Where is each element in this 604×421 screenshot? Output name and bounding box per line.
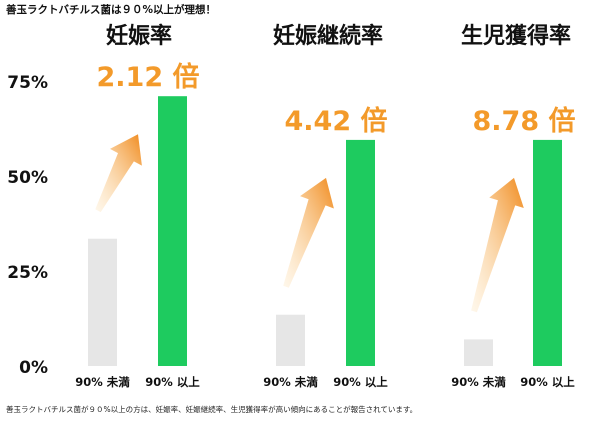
increase-arrow-icon	[283, 177, 334, 288]
ratio-label: 4.42 倍	[284, 105, 387, 137]
y-tick-label: 25%	[7, 263, 48, 283]
chart-group: 妊娠率 90% 未満 90% 以上 2.12 倍	[75, 23, 200, 389]
bar-90-or-above	[533, 139, 562, 366]
x-category-label: 90% 未満	[263, 375, 318, 389]
bar-90-or-above	[158, 96, 187, 366]
y-tick-label: 50%	[7, 168, 48, 188]
ratio-label: 8.78 倍	[472, 105, 575, 137]
group-title: 生児獲得率	[461, 23, 571, 49]
chart-groups: 妊娠率 90% 未満 90% 以上 2.12 倍 妊娠継続率 90% 未満 90% 以上 4.…	[75, 23, 575, 389]
y-tick-label: 75%	[7, 73, 48, 93]
increase-arrow-icon	[471, 177, 524, 313]
group-title: 妊娠率	[106, 23, 172, 49]
bar-below-90	[276, 314, 305, 366]
increase-arrow-icon	[95, 134, 142, 213]
footer-text: 善玉ラクトバチルス菌が９０%以上の方は、妊娠率、妊娠継続率、生児獲得率が高い傾向…	[6, 405, 418, 414]
chart-group: 生児獲得率 90% 未満 90% 以上 8.78 倍	[451, 23, 575, 389]
group-title: 妊娠継続率	[273, 23, 383, 49]
y-tick-label: 0%	[19, 358, 48, 378]
x-category-label: 90% 以上	[145, 375, 200, 389]
x-category-label: 90% 以上	[520, 375, 575, 389]
bar-90-or-above	[346, 139, 375, 366]
chart-group: 妊娠継続率 90% 未満 90% 以上 4.42 倍	[263, 23, 388, 389]
x-category-label: 90% 以上	[333, 375, 388, 389]
x-category-label: 90% 未満	[451, 375, 506, 389]
bar-below-90	[88, 238, 117, 366]
x-category-label: 90% 未満	[75, 375, 130, 389]
y-axis: 0% 25% 50% 75%	[7, 73, 48, 378]
ratio-label: 2.12 倍	[96, 61, 199, 93]
bar-below-90	[464, 339, 493, 366]
header-text: 善玉ラクトバチルス菌は９０%以上が理想！	[6, 4, 217, 16]
